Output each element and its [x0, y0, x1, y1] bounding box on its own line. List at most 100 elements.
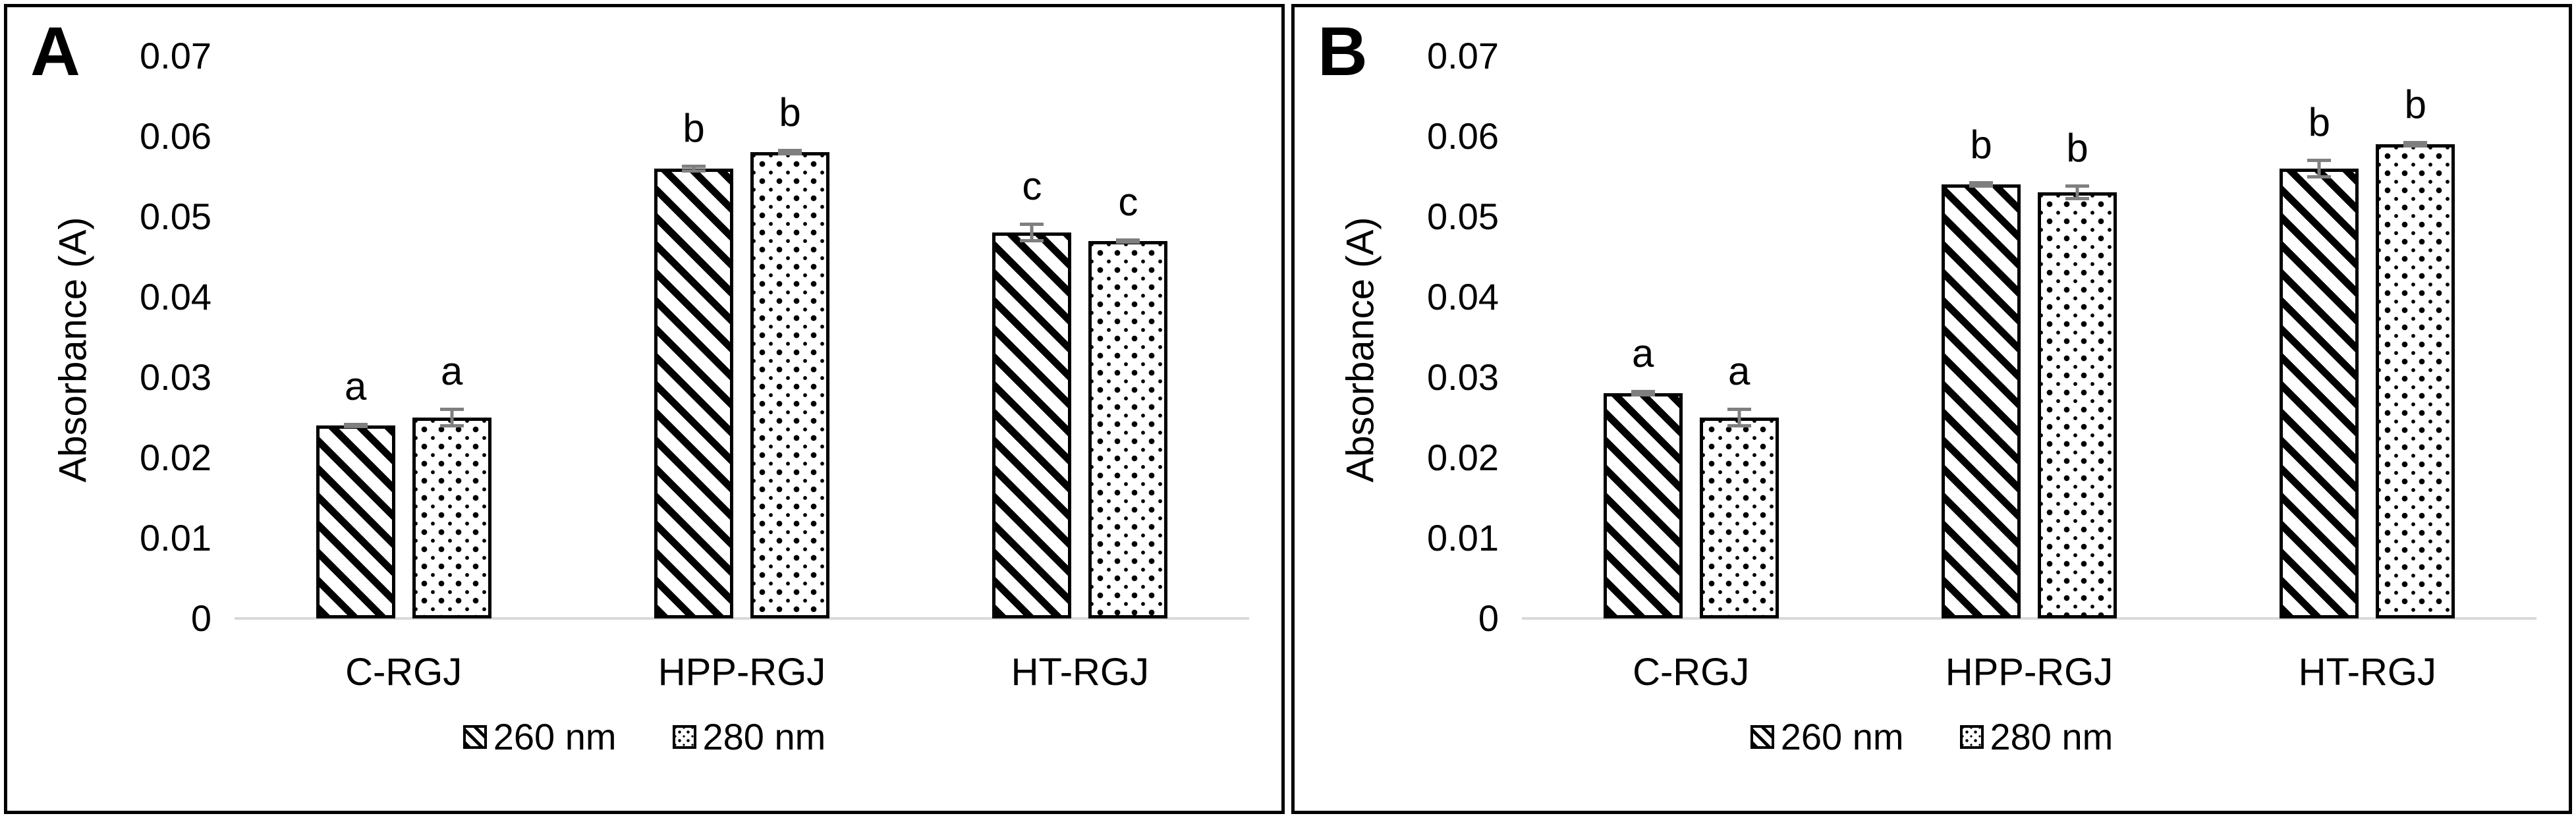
diagonal-hatch-swatch-icon — [1750, 725, 1774, 749]
error-bar — [1969, 181, 1993, 188]
significance-letter: b — [1970, 123, 1992, 167]
error-bar-cap-bottom — [1727, 424, 1751, 427]
error-bar-line — [1737, 408, 1741, 427]
y-tick-label: 0.07 — [1427, 35, 1499, 76]
error-bar-cap-top — [1969, 181, 1993, 184]
dots-swatch-icon — [1959, 725, 1984, 749]
error-bar-cap-bottom — [1969, 184, 1993, 188]
bar-ht-rgj-280nm — [1088, 241, 1168, 618]
y-tick-label: 0.07 — [140, 35, 211, 76]
error-bar-cap-top — [343, 423, 368, 426]
error-bar-cap-top — [1020, 223, 1044, 226]
legend-item-280nm: 280 nm — [672, 716, 826, 757]
panel-letter: A — [30, 13, 80, 90]
significance-letter: a — [440, 349, 463, 393]
error-bar-cap-bottom — [2307, 175, 2332, 178]
significance-letter: b — [2404, 82, 2427, 126]
y-tick-label: 0.01 — [1427, 517, 1499, 559]
x-category-label: C-RGJ — [345, 651, 462, 694]
error-bar-cap-top — [778, 149, 802, 152]
y-axis-title: Absorbance (A) — [1339, 217, 1382, 483]
error-bar-cap-top — [1116, 238, 1140, 242]
legend-label: 280 nm — [702, 716, 826, 757]
error-bar-cap-top — [2403, 141, 2428, 144]
legend-label: 280 nm — [1990, 716, 2114, 757]
error-bar-cap-bottom — [439, 424, 464, 427]
x-category-label: HPP-RGJ — [1945, 651, 2114, 694]
error-bar-cap-top — [1631, 390, 1655, 393]
error-bar — [1631, 390, 1655, 396]
legend-item-260nm: 260 nm — [1750, 717, 1904, 757]
bar-ht-rgj-260nm — [992, 232, 1072, 618]
error-bar — [1020, 223, 1044, 242]
chart-panel-b: B Absorbance (A) 0 0.01 0.02 0.03 0.04 0.05 0.06… — [1291, 4, 2572, 814]
error-bar-cap-bottom — [1116, 240, 1140, 244]
error-bar-line — [2317, 159, 2321, 178]
bar-ht-rgj-260nm — [2280, 169, 2359, 618]
y-tick-label: 0.05 — [1427, 196, 1499, 237]
x-category-label: HPP-RGJ — [658, 651, 826, 694]
error-bar-cap-top — [2307, 159, 2332, 162]
error-bar-line — [2075, 184, 2079, 200]
significance-letter: c — [1118, 180, 1138, 224]
error-bar-cap-bottom — [343, 425, 368, 428]
error-bar — [2403, 141, 2428, 148]
bar-hpp-rgj-260nm — [654, 169, 733, 618]
error-bar — [682, 165, 706, 173]
error-bar-line — [450, 408, 454, 427]
significance-letter: b — [2308, 100, 2331, 144]
bar-c-rgj-280nm — [412, 418, 491, 618]
x-axis-line — [235, 617, 1249, 620]
legend: 260 nm 280 nm — [1295, 717, 2569, 757]
y-tick-label: 0.06 — [1427, 115, 1499, 157]
y-tick-label: 0 — [190, 597, 211, 639]
diagonal-hatch-swatch-icon — [462, 725, 487, 749]
error-bar-cap-top — [2065, 184, 2089, 188]
legend-label: 260 nm — [493, 716, 617, 757]
error-bar — [343, 423, 368, 428]
legend-item-280nm: 280 nm — [1959, 716, 2114, 757]
x-axis-line — [1522, 617, 2536, 620]
significance-letter: b — [683, 106, 705, 150]
bar-c-rgj-260nm — [1603, 393, 1683, 618]
legend-label: 260 nm — [1780, 716, 1904, 757]
bar-hpp-rgj-280nm — [2038, 192, 2117, 618]
legend: 260 nm 280 nm — [7, 717, 1281, 757]
error-bar-cap-top — [439, 408, 464, 411]
y-tick-label: 0.02 — [140, 437, 211, 478]
y-tick-label: 0.03 — [1427, 356, 1499, 398]
significance-letter: a — [1631, 331, 1654, 375]
bar-hpp-rgj-260nm — [1942, 184, 2021, 618]
error-bar — [2307, 159, 2332, 178]
error-bar-cap-top — [1727, 408, 1751, 411]
error-bar-line — [692, 165, 696, 173]
x-category-label: HT-RGJ — [1011, 651, 1150, 694]
y-tick-label: 0.04 — [1427, 276, 1499, 317]
error-bar-cap-top — [682, 165, 706, 168]
x-category-label: C-RGJ — [1633, 651, 1750, 694]
chart-panel-a: A Absorbance (A) 0 0.01 0.02 0.03 0.04 0.05 0.06… — [4, 4, 1285, 814]
bar-c-rgj-260nm — [316, 425, 395, 618]
error-bar-cap-bottom — [1020, 239, 1044, 242]
x-category-label: HT-RGJ — [2298, 651, 2437, 694]
error-bar-cap-bottom — [2403, 144, 2428, 148]
significance-letter: c — [1022, 164, 1042, 208]
bar-hpp-rgj-280nm — [750, 152, 829, 618]
bar-ht-rgj-280nm — [2376, 144, 2455, 618]
significance-letter: b — [2066, 126, 2088, 170]
y-axis-title: Absorbance (A) — [51, 217, 95, 483]
error-bar-cap-bottom — [682, 169, 706, 173]
significance-letter: b — [779, 90, 801, 134]
error-bar — [2065, 184, 2089, 200]
error-bar-line — [1030, 223, 1034, 242]
dots-swatch-icon — [672, 725, 696, 749]
y-tick-label: 0 — [1478, 597, 1499, 639]
y-tick-label: 0.06 — [140, 115, 211, 157]
y-tick-label: 0.04 — [140, 276, 211, 317]
legend-item-260nm: 260 nm — [462, 716, 617, 757]
error-bar — [439, 408, 464, 427]
error-bar — [778, 149, 802, 155]
y-tick-label: 0.05 — [140, 196, 211, 237]
error-bar-cap-bottom — [778, 152, 802, 155]
